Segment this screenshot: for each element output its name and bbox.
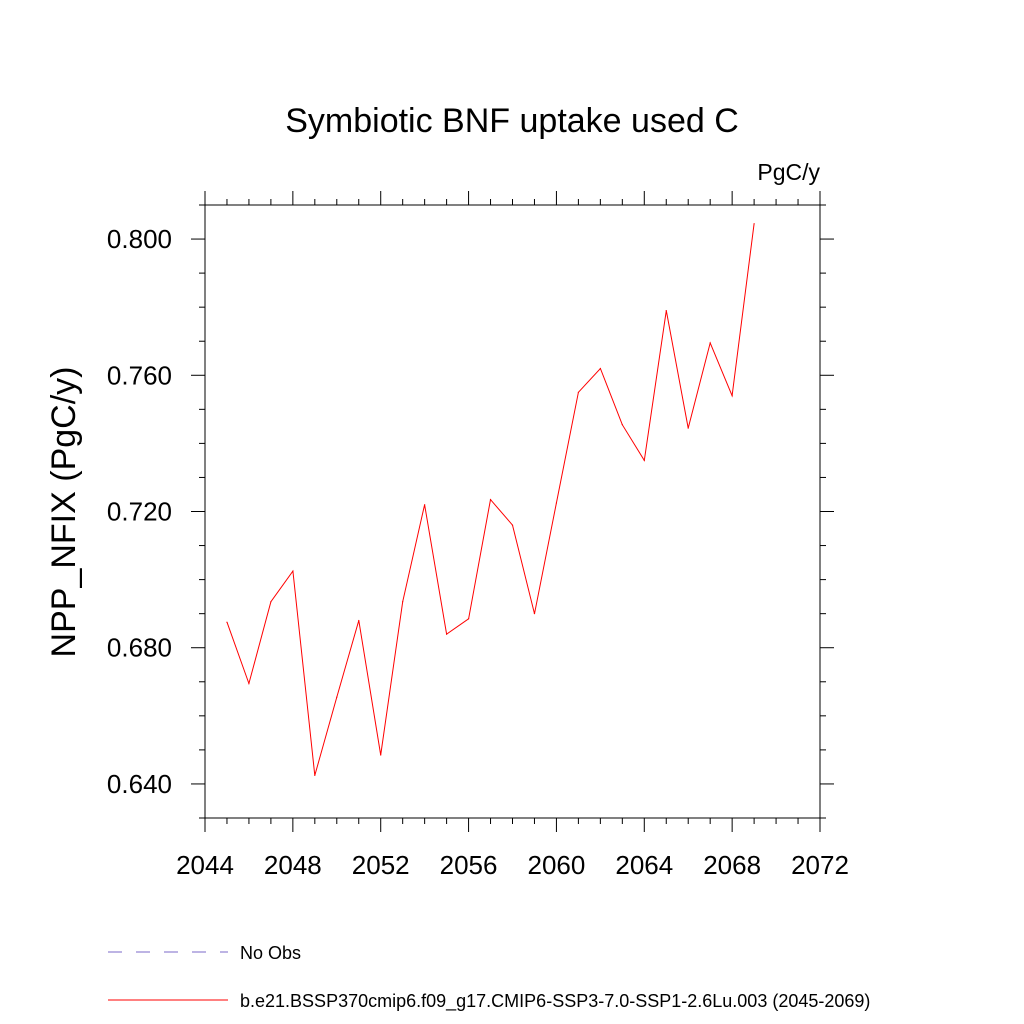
data-point [665,309,667,312]
x-tick-label: 2060 [528,850,586,880]
data-point [533,613,536,615]
legend: No Obs b.e21.BSSP370cmip6.f09_g17.CMIP6-S… [108,943,870,1012]
y-tick-label: 0.800 [107,224,172,254]
data-point [643,459,645,462]
x-tick-label: 2068 [703,850,761,880]
data-point [402,601,404,603]
data-point [599,367,601,370]
data-point [555,502,558,504]
x-tick-label: 2048 [264,850,322,880]
data-point [577,391,579,393]
chart-title: Symbiotic BNF uptake used C [285,102,739,140]
data-point [292,570,294,572]
data-point [467,618,470,620]
data-point [380,754,382,756]
y-tick-label: 0.680 [107,633,172,663]
data-point [226,621,228,623]
y-tick-label: 0.640 [107,769,172,799]
x-tick-label: 2052 [352,850,410,880]
y-tick-label: 0.760 [107,360,172,390]
y-axis-label: NPP_NFIX (PgC/y) [45,367,83,658]
data-point [687,427,689,429]
data-point [511,524,514,526]
x-tick-label: 2064 [615,850,673,880]
legend-label: No Obs [240,943,301,963]
data-point [358,619,360,622]
data-point [753,223,755,225]
data-point [489,498,492,501]
data-point [446,633,448,635]
y-tick-label: 0.720 [107,497,172,527]
legend-label: b.e21.BSSP370cmip6.f09_g17.CMIP6-SSP3-7.… [240,991,870,1012]
data-point [336,696,338,698]
axis-ticks [191,191,834,832]
data-point [731,395,733,397]
data-point [424,504,426,506]
x-tick-label: 2072 [791,850,849,880]
x-tick-label: 2056 [440,850,498,880]
series-group [226,223,755,777]
x-tick-label: 2044 [176,850,234,880]
data-point [314,774,316,777]
units-label: PgC/y [757,159,820,185]
data-point [709,342,711,344]
data-point [621,424,623,426]
data-point [270,601,272,603]
axis-tick-labels: 2044 2048 2052 2056 2060 2064 2068 2072 0.640 0.6… [107,224,849,880]
data-point [248,682,250,685]
